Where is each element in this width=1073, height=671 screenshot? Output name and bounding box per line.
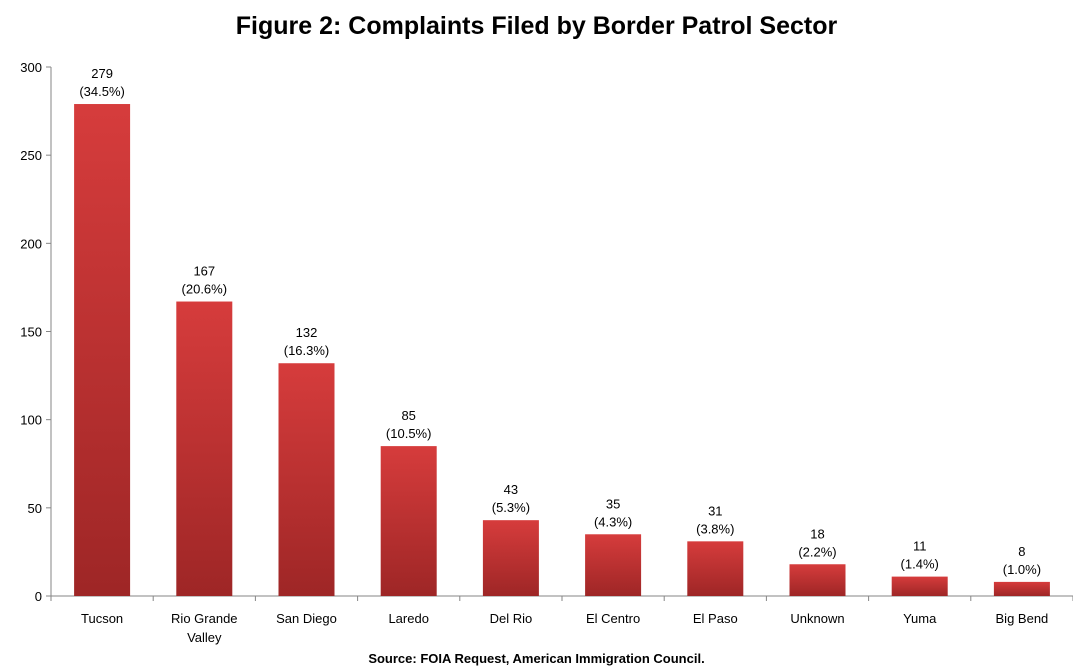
data-label-count: 167 xyxy=(193,264,215,279)
x-category-label: Yuma xyxy=(903,611,937,626)
chart-source: Source: FOIA Request, American Immigrati… xyxy=(368,651,705,666)
y-tick-label: 0 xyxy=(35,589,42,604)
bar xyxy=(993,581,1050,596)
x-category-label: Big Bend xyxy=(996,611,1049,626)
bar xyxy=(380,446,437,596)
x-category-label: El Paso xyxy=(693,611,738,626)
bar xyxy=(891,576,948,596)
chart-title: Figure 2: Complaints Filed by Border Pat… xyxy=(235,12,838,40)
bar xyxy=(687,541,744,596)
bar xyxy=(278,363,335,596)
data-label-count: 31 xyxy=(708,503,722,518)
data-label-count: 279 xyxy=(91,66,113,81)
data-label-count: 18 xyxy=(810,526,824,541)
x-category-label: Unknown xyxy=(790,611,844,626)
x-category-label: Laredo xyxy=(388,611,428,626)
data-label-count: 35 xyxy=(606,496,620,511)
bar xyxy=(585,534,642,596)
bar xyxy=(789,564,846,596)
data-label-percent: (20.6%) xyxy=(182,282,228,297)
data-label-percent: (5.3%) xyxy=(492,500,530,515)
bar xyxy=(176,301,233,596)
data-label-count: 11 xyxy=(913,539,927,554)
data-label-count: 8 xyxy=(1018,544,1025,559)
data-label-count: 85 xyxy=(401,408,415,423)
y-tick-label: 100 xyxy=(20,413,42,428)
x-category-label: Del Rio xyxy=(490,611,533,626)
data-label-percent: (34.5%) xyxy=(79,84,125,99)
y-tick-label: 50 xyxy=(28,501,42,516)
x-category-label: Rio Grande xyxy=(171,611,237,626)
y-tick-label: 150 xyxy=(20,325,42,340)
data-label-count: 43 xyxy=(504,482,518,497)
x-category-label: Valley xyxy=(187,630,222,645)
data-label-percent: (16.3%) xyxy=(284,343,330,358)
x-category-label: El Centro xyxy=(586,611,640,626)
x-category-label: San Diego xyxy=(276,611,337,626)
data-label-percent: (2.2%) xyxy=(798,544,836,559)
bar xyxy=(482,520,539,596)
x-category-label: Tucson xyxy=(81,611,123,626)
data-label-percent: (3.8%) xyxy=(696,521,734,536)
data-label-percent: (10.5%) xyxy=(386,426,432,441)
y-tick-label: 200 xyxy=(20,236,42,251)
data-label-count: 132 xyxy=(296,325,318,340)
bar xyxy=(74,104,131,596)
data-label-percent: (4.3%) xyxy=(594,514,632,529)
data-label-percent: (1.4%) xyxy=(901,557,939,572)
data-label-percent: (1.0%) xyxy=(1003,562,1041,577)
y-tick-label: 250 xyxy=(20,148,42,163)
y-tick-label: 300 xyxy=(20,60,42,75)
